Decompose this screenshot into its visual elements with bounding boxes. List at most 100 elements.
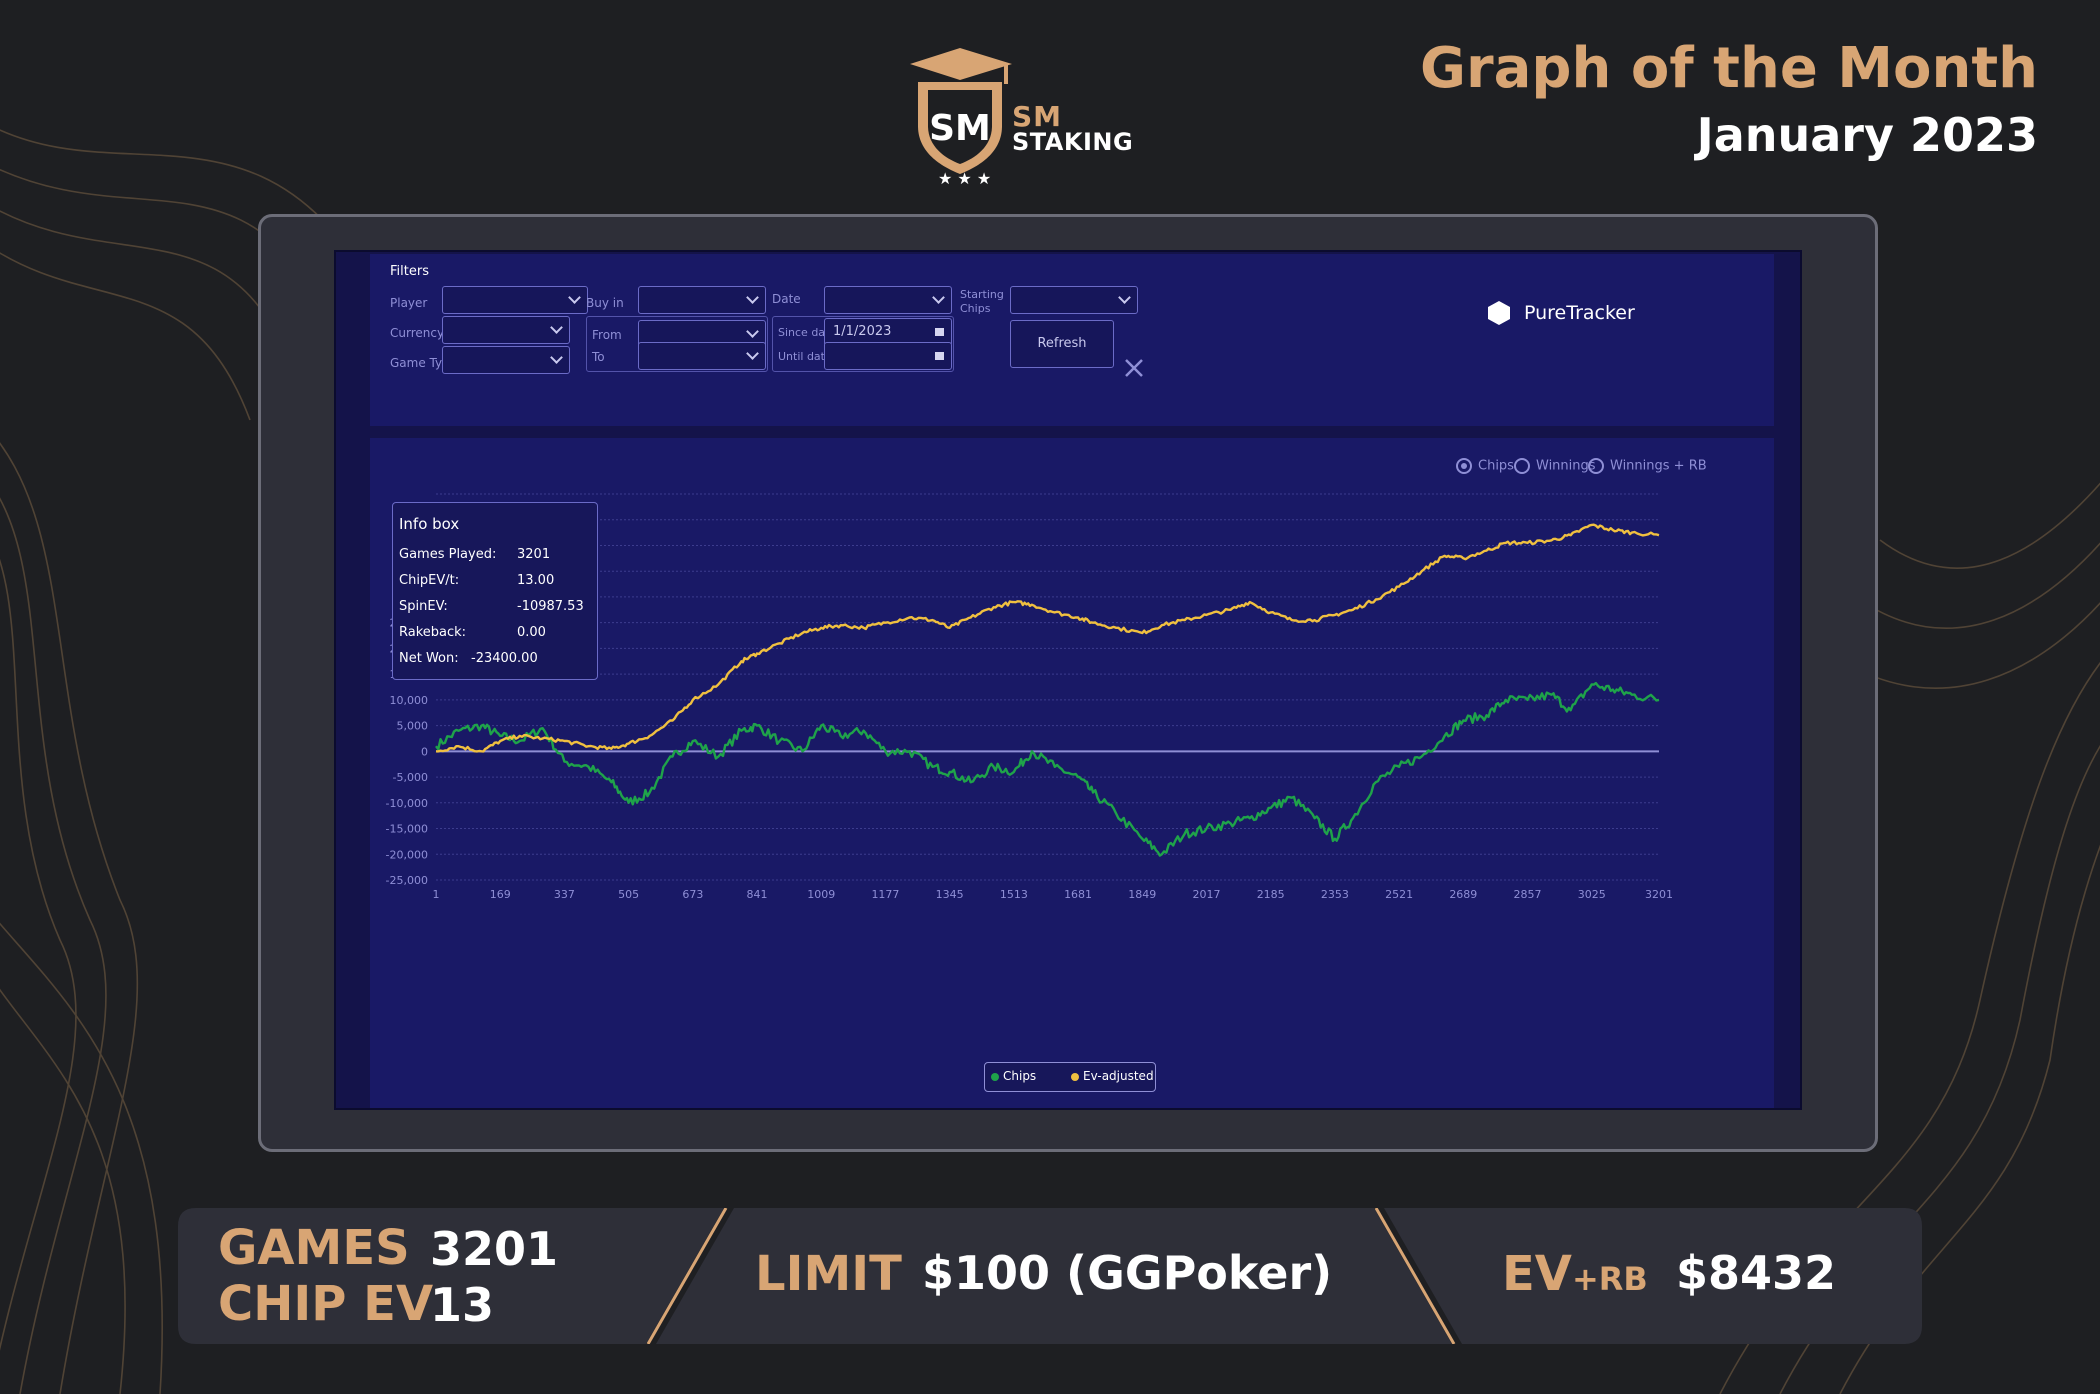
x-tick-label: 2521 (1385, 888, 1413, 901)
currency-label: Currency (390, 326, 445, 340)
starting-chips-label-line1: Starting (960, 288, 1004, 301)
info-value: -10987.53 (517, 599, 584, 614)
chevron-down-icon (568, 291, 581, 304)
date-range-group (772, 316, 954, 372)
x-tick-label: 2017 (1192, 888, 1220, 901)
until-date-input[interactable] (824, 342, 952, 370)
info-value: 13.00 (517, 573, 555, 588)
graph-title: Graph of the Month (1420, 36, 2038, 101)
x-tick-label: 2353 (1321, 888, 1349, 901)
logo-text-sm: SM (1012, 100, 1063, 133)
x-tick-label: 1681 (1064, 888, 1092, 901)
ev-rb-label: EV+RB (1502, 1246, 1648, 1302)
radio-winnings-rb[interactable]: Winnings + RB (1588, 458, 1707, 478)
chip-ev-label: CHIP EV (218, 1276, 434, 1332)
legend-item-ev-adjusted[interactable]: Ev-adjusted (1071, 1069, 1154, 1083)
info-box-title: Info box (399, 515, 460, 533)
buy-in-select[interactable] (638, 286, 766, 314)
until-date-label: Until date (778, 350, 832, 363)
info-row-spinev: SpinEV: -10987.53 (399, 599, 584, 614)
calendar-icon (935, 328, 944, 336)
buy-in-to-select[interactable] (638, 342, 766, 370)
series-line-ev-adjusted (435, 523, 1660, 753)
date-select[interactable] (824, 286, 952, 314)
x-tick-label: 1345 (936, 888, 964, 901)
legend-dot-chips (991, 1072, 999, 1081)
chevron-down-icon (746, 347, 759, 360)
x-tick-label: 2689 (1449, 888, 1477, 901)
info-label: SpinEV: (399, 599, 448, 614)
filters-heading: Filters (390, 264, 429, 279)
starting-chips-label: Starting Chips (960, 288, 1004, 316)
filters-panel: Filters Player Currency Game Type Buy in… (370, 254, 1774, 426)
chart-legend: Chips Ev-adjusted (984, 1062, 1156, 1092)
info-value: 0.00 (517, 625, 546, 640)
x-tick-label: 1849 (1128, 888, 1156, 901)
chevron-down-icon (1118, 291, 1131, 304)
ev-label-suffix: +RB (1571, 1260, 1648, 1298)
since-date-label: Since date (778, 326, 837, 339)
close-icon[interactable] (1122, 356, 1146, 380)
radio-circle (1456, 458, 1472, 474)
chevron-down-icon (746, 291, 759, 304)
games-label: GAMES (218, 1220, 410, 1276)
puretracker-logo-icon (1488, 301, 1510, 325)
x-tick-label: 1 (433, 888, 440, 901)
y-tick-label: 0 (421, 745, 428, 758)
chevron-down-icon (550, 351, 563, 364)
radio-circle (1588, 458, 1604, 474)
x-tick-label: 337 (554, 888, 575, 901)
player-select[interactable] (442, 286, 588, 314)
series-line-chips (435, 681, 1660, 857)
radio-winnings[interactable]: Winnings (1514, 458, 1596, 478)
graph-month: January 2023 (1696, 108, 2038, 162)
x-tick-label: 673 (682, 888, 703, 901)
x-tick-label: 841 (747, 888, 768, 901)
x-tick-label: 1513 (1000, 888, 1028, 901)
stats-bar (178, 1208, 1922, 1344)
svg-text:★ ★ ★: ★ ★ ★ (938, 169, 991, 188)
radio-chips[interactable]: Chips (1456, 458, 1514, 478)
x-tick-label: 2185 (1257, 888, 1285, 901)
to-label: To (592, 350, 605, 364)
currency-select[interactable] (442, 316, 570, 344)
ev-rb-value: $8432 (1676, 1246, 1837, 1300)
logo-text-staking: STAKING (1012, 128, 1134, 156)
chevron-down-icon (746, 325, 759, 338)
chart-panel: 25,00020,00015,00010,0005,0000-5,000-10,… (370, 438, 1774, 1108)
legend-label-chips: Chips (1003, 1069, 1037, 1083)
limit-value: $100 (GGPoker) (922, 1246, 1333, 1300)
radio-winnings-label: Winnings (1536, 458, 1596, 474)
buy-in-range-group (586, 316, 768, 372)
puretracker-name: PureTracker (1524, 302, 1635, 324)
game-type-select[interactable] (442, 346, 570, 374)
info-label: ChipEV/t: (399, 573, 460, 588)
y-tick-label: -20,000 (386, 848, 428, 861)
y-tick-label: -5,000 (393, 771, 428, 784)
y-tick-label: 10,000 (390, 694, 429, 707)
game-type-label: Game Type (390, 356, 458, 370)
chevron-down-icon (932, 291, 945, 304)
legend-label-ev-adjusted: Ev-adjusted (1083, 1069, 1154, 1083)
x-tick-label: 1009 (807, 888, 835, 901)
date-label: Date (772, 292, 801, 306)
info-label: Games Played: (399, 547, 497, 562)
refresh-button[interactable]: Refresh (1010, 320, 1114, 368)
limit-label: LIMIT (755, 1246, 902, 1302)
info-row-rakeback: Rakeback: 0.00 (399, 625, 546, 640)
x-tick-label: 3025 (1578, 888, 1606, 901)
x-tick-label: 2857 (1514, 888, 1542, 901)
legend-dot-ev-adjusted (1071, 1072, 1079, 1081)
player-label: Player (390, 296, 428, 310)
x-tick-label: 3201 (1645, 888, 1673, 901)
y-tick-label: -15,000 (386, 823, 428, 836)
games-value: 3201 (430, 1222, 559, 1276)
y-tick-label: 5,000 (397, 720, 429, 733)
chip-ev-value: 13 (430, 1278, 495, 1332)
info-value: -23400.00 (471, 651, 538, 666)
starting-chips-select[interactable] (1010, 286, 1138, 314)
legend-item-chips[interactable]: Chips (991, 1069, 1036, 1083)
y-tick-label: -10,000 (386, 797, 428, 810)
info-box: Info box Games Played: 3201 ChipEV/t: 13.0… (392, 502, 598, 680)
radio-winnings-rb-label: Winnings + RB (1610, 458, 1707, 474)
